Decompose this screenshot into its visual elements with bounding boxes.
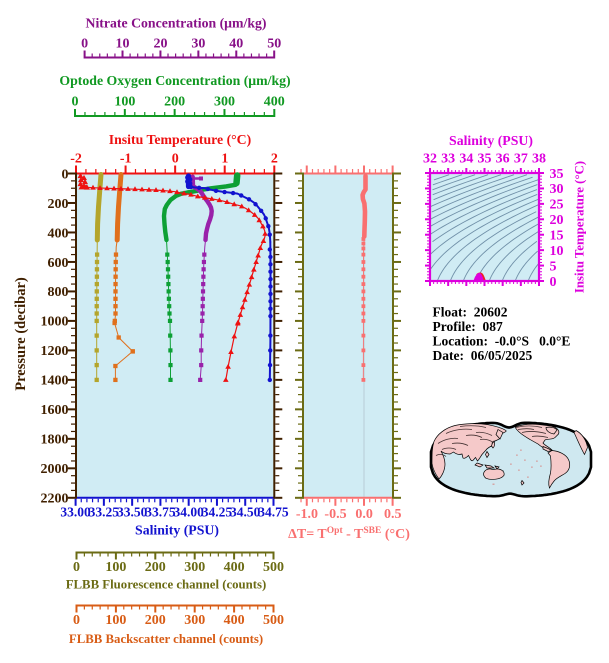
- svg-text:FLBB Backscatter channel (coun: FLBB Backscatter channel (counts): [69, 632, 263, 646]
- svg-text:36: 36: [496, 152, 510, 167]
- svg-text:1: 1: [221, 152, 228, 167]
- svg-text:33.50: 33.50: [117, 505, 148, 520]
- svg-text:0: 0: [81, 37, 88, 52]
- svg-text:15: 15: [550, 229, 564, 244]
- svg-text:1400: 1400: [41, 374, 69, 389]
- svg-text:Optode Oxygen Concentration (μ: Optode Oxygen Concentration (μm/kg): [59, 73, 290, 89]
- svg-text:200: 200: [145, 613, 166, 628]
- svg-text:Location: -0.0°S 0.0°E: Location: -0.0°S 0.0°E: [433, 334, 571, 349]
- svg-text:-1.0: -1.0: [296, 507, 318, 522]
- svg-text:32: 32: [423, 152, 437, 167]
- svg-text:2000: 2000: [41, 462, 69, 477]
- svg-text:800: 800: [48, 285, 69, 300]
- svg-text:600: 600: [48, 256, 69, 271]
- svg-text:2200: 2200: [41, 492, 69, 507]
- svg-text:25: 25: [550, 198, 564, 213]
- svg-text:200: 200: [145, 560, 166, 575]
- svg-text:34.50: 34.50: [230, 505, 261, 520]
- svg-text:30: 30: [550, 182, 564, 197]
- svg-text:-1: -1: [120, 152, 132, 167]
- svg-text:0.0: 0.0: [355, 507, 373, 522]
- svg-text:400: 400: [224, 560, 245, 575]
- svg-text:34.00: 34.00: [173, 505, 204, 520]
- svg-text:Date: 06/05/2025: Date: 06/05/2025: [433, 348, 533, 363]
- svg-text:0: 0: [550, 275, 557, 290]
- svg-text:0: 0: [73, 560, 80, 575]
- svg-text:33: 33: [441, 152, 455, 167]
- svg-text:400: 400: [264, 95, 285, 110]
- svg-text:0: 0: [62, 167, 69, 182]
- svg-text:2: 2: [271, 152, 278, 167]
- svg-text:100: 100: [114, 95, 135, 110]
- svg-text:40: 40: [229, 37, 243, 52]
- svg-text:30: 30: [191, 37, 205, 52]
- svg-text:200: 200: [48, 197, 69, 212]
- svg-text:300: 300: [184, 560, 205, 575]
- svg-text:10: 10: [116, 37, 130, 52]
- svg-text:Pressure (decibar): Pressure (decibar): [13, 277, 29, 391]
- svg-text:34: 34: [459, 152, 473, 167]
- svg-text:200: 200: [164, 95, 185, 110]
- svg-text:Float: 20602: Float: 20602: [433, 305, 508, 320]
- svg-text:100: 100: [105, 560, 126, 575]
- svg-text:33.75: 33.75: [145, 505, 176, 520]
- svg-text:1800: 1800: [41, 433, 69, 448]
- svg-text:1600: 1600: [41, 403, 69, 418]
- svg-text:35: 35: [550, 167, 564, 182]
- svg-text:400: 400: [224, 613, 245, 628]
- svg-text:Insitu Temperature (°C): Insitu Temperature (°C): [573, 161, 587, 293]
- svg-text:34.25: 34.25: [202, 505, 233, 520]
- svg-text:400: 400: [48, 226, 69, 241]
- svg-text:Salinity (PSU): Salinity (PSU): [449, 133, 533, 149]
- svg-text:35: 35: [478, 152, 492, 167]
- svg-text:ΔT= TOpt - TSBE (°C): ΔT= TOpt - TSBE (°C): [288, 526, 410, 542]
- svg-text:33.00: 33.00: [60, 505, 91, 520]
- svg-text:33.25: 33.25: [89, 505, 120, 520]
- svg-text:-2: -2: [70, 152, 82, 167]
- svg-text:0: 0: [172, 152, 179, 167]
- svg-text:5: 5: [550, 259, 557, 274]
- svg-text:0: 0: [73, 613, 80, 628]
- svg-text:1200: 1200: [41, 344, 69, 359]
- svg-text:Nitrate Concentration (μm/kg): Nitrate Concentration (μm/kg): [85, 16, 266, 32]
- svg-text:500: 500: [263, 560, 284, 575]
- svg-text:34.75: 34.75: [258, 505, 289, 520]
- svg-text:38: 38: [532, 152, 546, 167]
- svg-text:20: 20: [550, 213, 564, 228]
- svg-text:FLBB Fluorescence channel (cou: FLBB Fluorescence channel (counts): [66, 578, 267, 592]
- svg-text:0: 0: [72, 95, 79, 110]
- svg-text:300: 300: [214, 95, 235, 110]
- svg-text:Insitu Temperature (°C): Insitu Temperature (°C): [109, 132, 251, 148]
- svg-text:50: 50: [267, 37, 281, 52]
- svg-text:500: 500: [263, 613, 284, 628]
- svg-text:20: 20: [153, 37, 167, 52]
- svg-text:37: 37: [514, 152, 528, 167]
- svg-text:0.5: 0.5: [384, 507, 402, 522]
- svg-text:Profile: 087: Profile: 087: [433, 319, 503, 334]
- svg-text:10: 10: [550, 244, 564, 259]
- svg-text:-0.5: -0.5: [324, 507, 346, 522]
- svg-text:1000: 1000: [41, 315, 69, 330]
- svg-text:300: 300: [184, 613, 205, 628]
- svg-text:100: 100: [105, 613, 126, 628]
- svg-text:Salinity (PSU): Salinity (PSU): [135, 523, 219, 539]
